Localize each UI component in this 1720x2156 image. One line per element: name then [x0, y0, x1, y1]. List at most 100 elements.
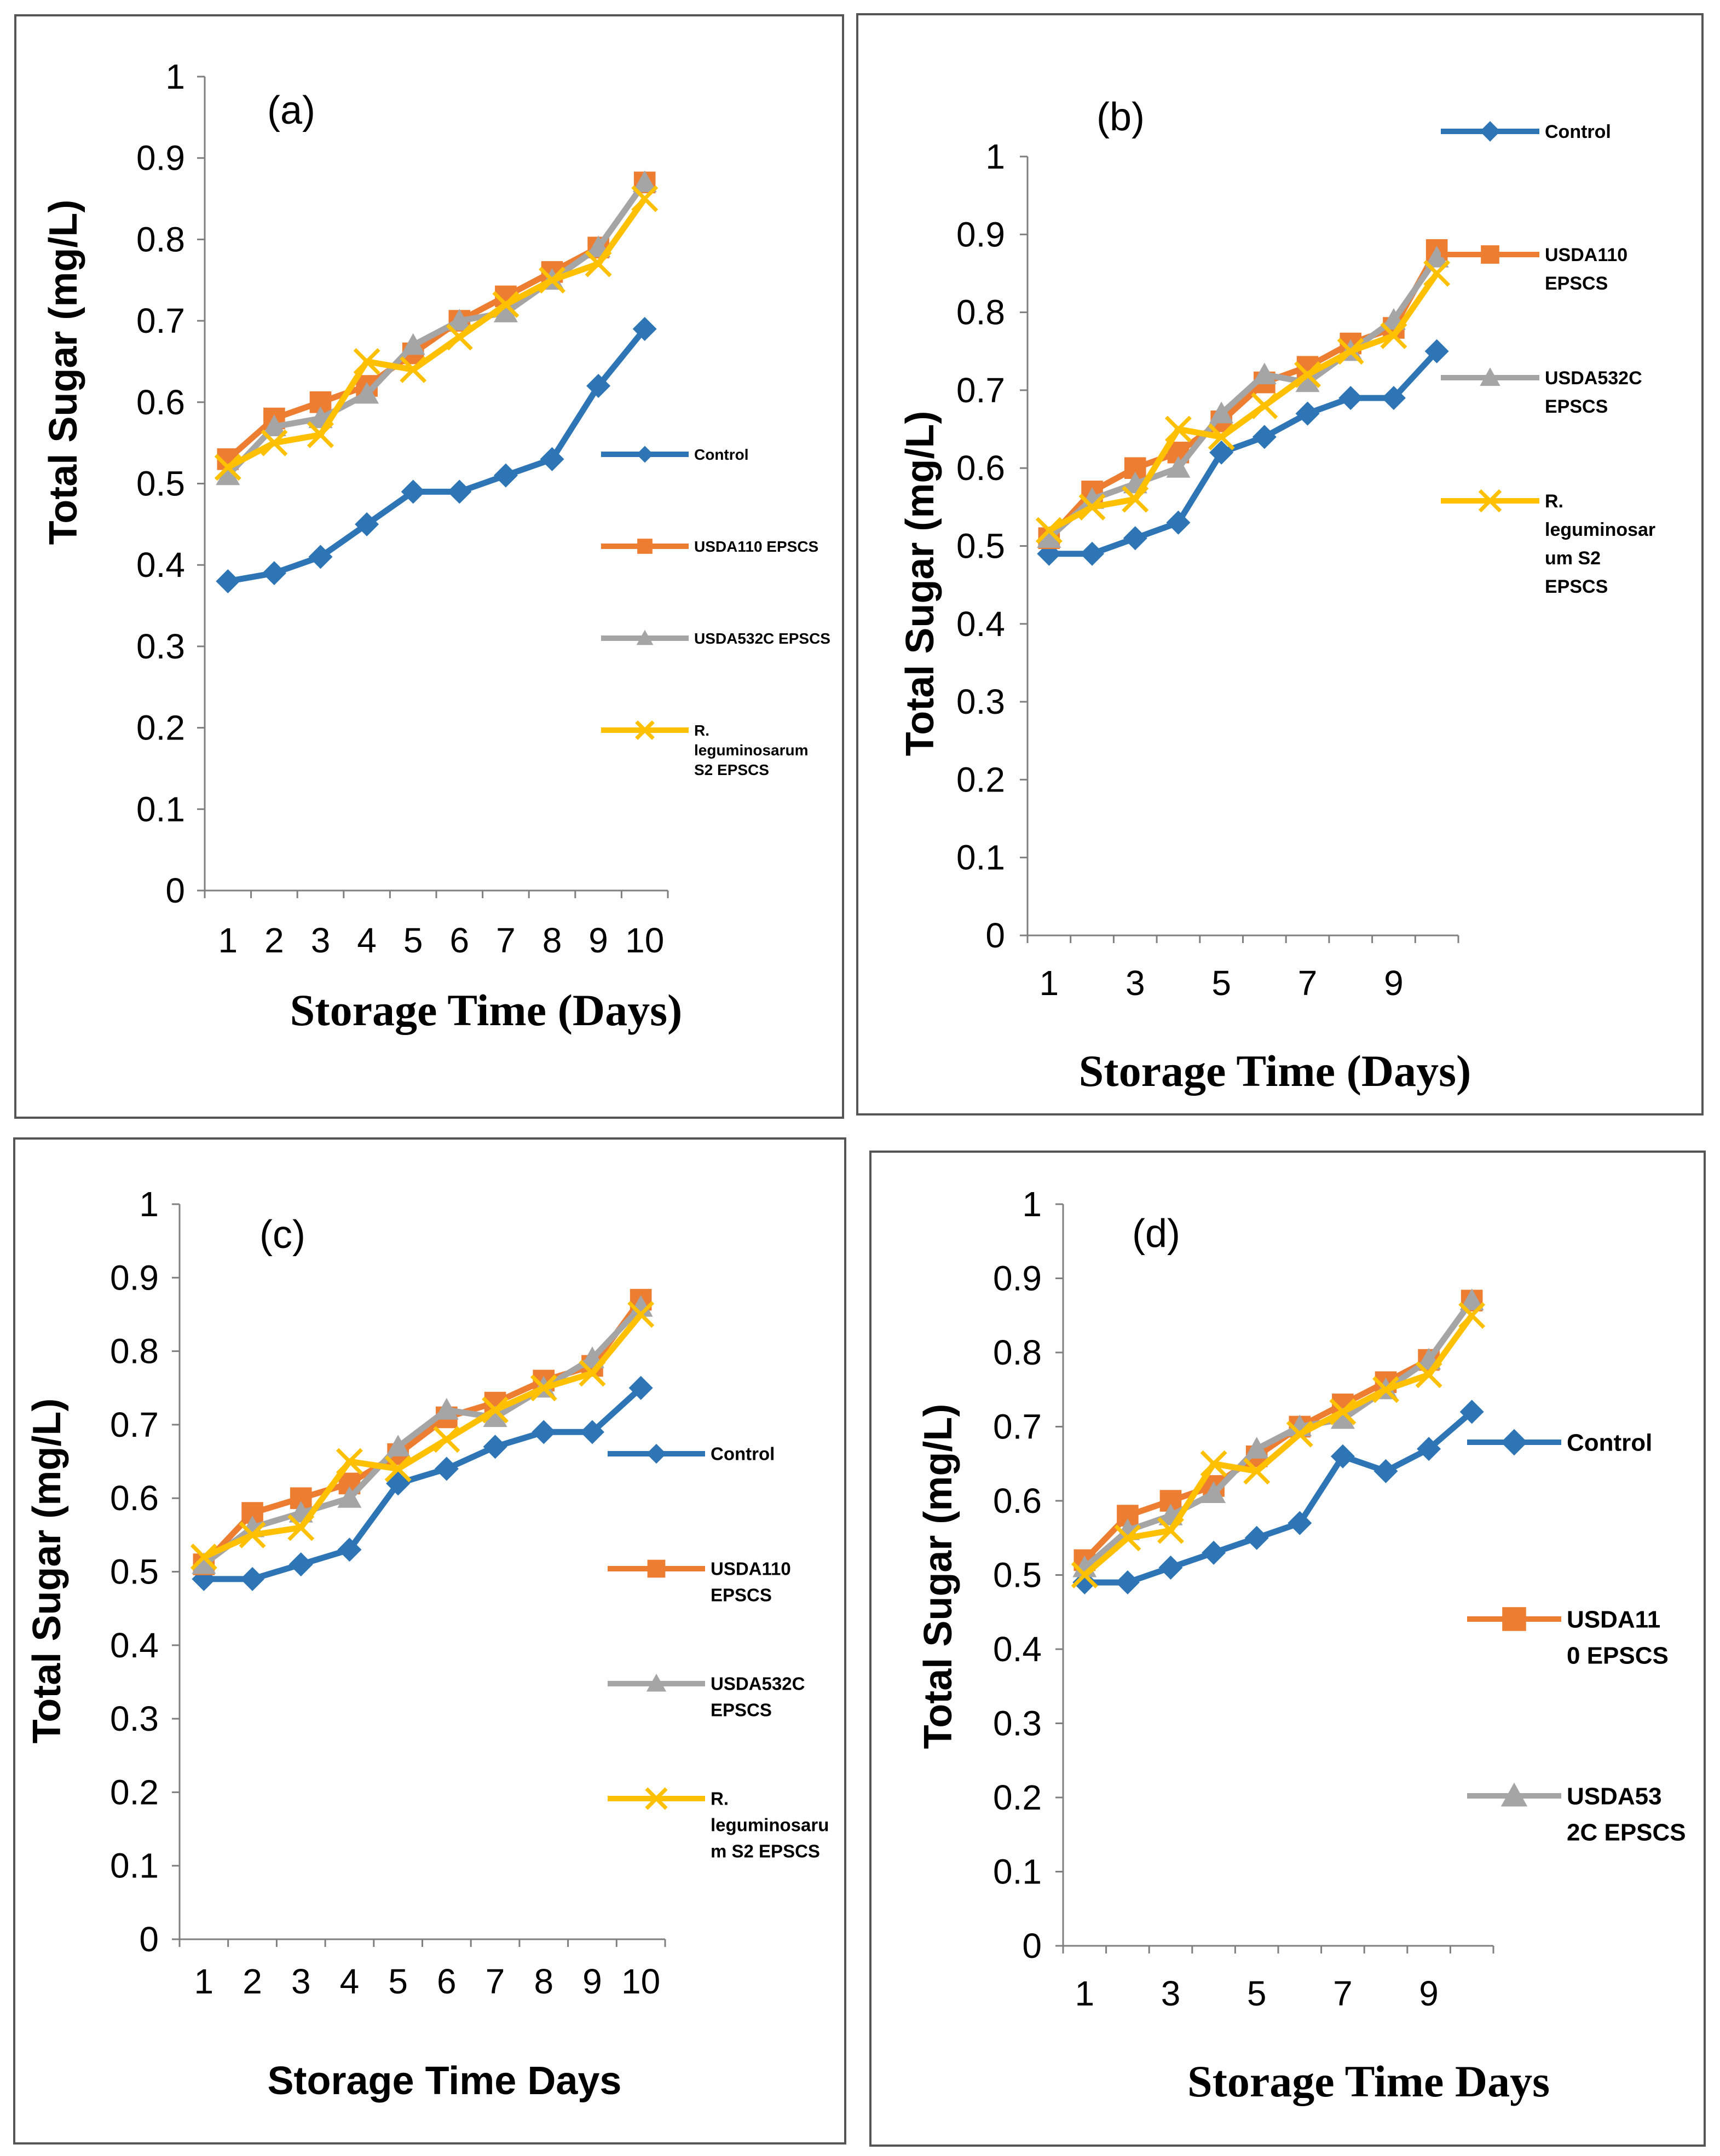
y-tick-label: 0.5 [956, 527, 1005, 566]
y-tick-label: 0.8 [110, 1332, 159, 1371]
data-point [1115, 1570, 1140, 1595]
data-point [1114, 1524, 1141, 1552]
data-point [1166, 456, 1191, 478]
y-tick-label: 0.8 [993, 1333, 1042, 1372]
data-point [337, 1537, 362, 1562]
legend-marker [1480, 367, 1500, 386]
data-point [214, 454, 241, 481]
x-tick-label: 9 [582, 1962, 602, 2001]
data-point [632, 170, 657, 192]
data-point [1158, 1555, 1183, 1580]
data-point [353, 348, 380, 375]
legend: Control USDA110 EPSCS USDA532C EPSCS R. legu… [601, 446, 830, 778]
data-point [1122, 485, 1149, 513]
x-tick-label: 1 [1040, 963, 1059, 1003]
data-point [1459, 1288, 1484, 1310]
legend-label: Control [694, 446, 749, 463]
data-point [1337, 338, 1364, 365]
data-point [1380, 322, 1407, 349]
data-point [1252, 362, 1277, 385]
series-line [202, 1305, 643, 1567]
data-point [1252, 425, 1277, 449]
panel-frame [869, 1151, 1706, 2147]
x-tick-label: 9 [1419, 1974, 1439, 2013]
legend-label: USDA110 [711, 1559, 791, 1579]
data-point [1244, 1437, 1269, 1459]
x-tick-label: 5 [388, 1962, 408, 2001]
data-point [1338, 386, 1363, 411]
y-tick-label: 0.7 [136, 301, 185, 340]
legend-label: USDA532C [1545, 368, 1642, 389]
x-axis-title: Storage Time (Days) [1079, 1046, 1471, 1096]
data-point [240, 1567, 265, 1591]
y-tick-label: 0 [139, 1920, 159, 1959]
y-tick-label: 0.8 [136, 219, 185, 259]
x-tick-label: 7 [1298, 963, 1318, 1003]
legend-marker [637, 539, 653, 554]
y-tick-label: 0.4 [136, 545, 185, 585]
data-point [1080, 541, 1105, 566]
data-point [1330, 1444, 1355, 1469]
data-point [434, 1456, 459, 1481]
data-point [628, 1295, 653, 1317]
data-point [192, 1552, 216, 1574]
data-point [530, 1374, 557, 1402]
data-point [1200, 1450, 1227, 1477]
x-tick-label: 4 [340, 1962, 360, 2001]
legend-label: Control [1545, 122, 1611, 142]
data-point [401, 333, 425, 355]
x-axis-title: Storage Time (Days) [290, 985, 683, 1035]
data-point [493, 463, 518, 488]
y-tick-label: 0.3 [110, 1699, 159, 1738]
x-tick-label: 9 [1384, 963, 1404, 1003]
y-tick-label: 0.6 [993, 1481, 1042, 1521]
y-tick-label: 1 [1022, 1184, 1042, 1224]
x-tick-label: 7 [486, 1962, 505, 2001]
y-tick-label: 0.4 [956, 604, 1005, 644]
legend-label: um S2 [1545, 548, 1601, 569]
legend-entry: R. leguminosar um S2 EPSCS [1441, 489, 1655, 597]
data-point [1295, 370, 1320, 392]
y-tick-label: 0.4 [993, 1629, 1042, 1669]
legend-label: Control [711, 1444, 775, 1464]
data-point [1423, 259, 1451, 287]
data-point [1373, 1459, 1398, 1483]
data-point [1071, 1562, 1098, 1588]
series-3 [192, 1295, 653, 1574]
data-point [447, 479, 472, 504]
series-line [1049, 349, 1439, 557]
y-tick-label: 0.6 [110, 1478, 159, 1518]
series-line [1082, 1314, 1475, 1577]
legend-label: USDA110 EPSCS [694, 538, 818, 555]
data-point [483, 1405, 507, 1427]
data-point [1372, 1376, 1399, 1403]
legend-marker [1502, 1607, 1526, 1631]
y-tick-label: 0.3 [993, 1704, 1042, 1743]
data-point [1424, 339, 1449, 363]
series-1 [216, 316, 657, 593]
y-axis-title: Total Sugar (mg/L) [916, 1404, 960, 1749]
legend-entry: USDA532C EPSCS [601, 629, 830, 647]
legend-label: 0 EPSCS [1567, 1642, 1669, 1669]
legend-label: EPSCS [711, 1700, 772, 1720]
legend-entry: R. leguminosarum S2 EPSCS [601, 720, 808, 778]
legend-marker [645, 1787, 668, 1810]
y-tick-label: 0.5 [110, 1552, 159, 1592]
data-point [261, 429, 288, 456]
data-point [1164, 415, 1192, 443]
y-tick-label: 0.8 [956, 293, 1005, 332]
y-tick-label: 0.9 [956, 215, 1005, 254]
series-4 [190, 1300, 655, 1571]
data-point [386, 1435, 411, 1456]
legend-marker [1480, 121, 1500, 142]
data-point [1295, 401, 1320, 426]
legend-label: USDA110 [1545, 245, 1627, 265]
data-point [262, 561, 286, 586]
data-point [1166, 510, 1191, 535]
legend-label: USDA532C [711, 1674, 805, 1694]
data-point [216, 569, 240, 593]
y-tick-label: 0.1 [136, 789, 185, 829]
data-point [308, 545, 333, 569]
data-point [492, 291, 520, 318]
data-point [482, 1396, 509, 1424]
